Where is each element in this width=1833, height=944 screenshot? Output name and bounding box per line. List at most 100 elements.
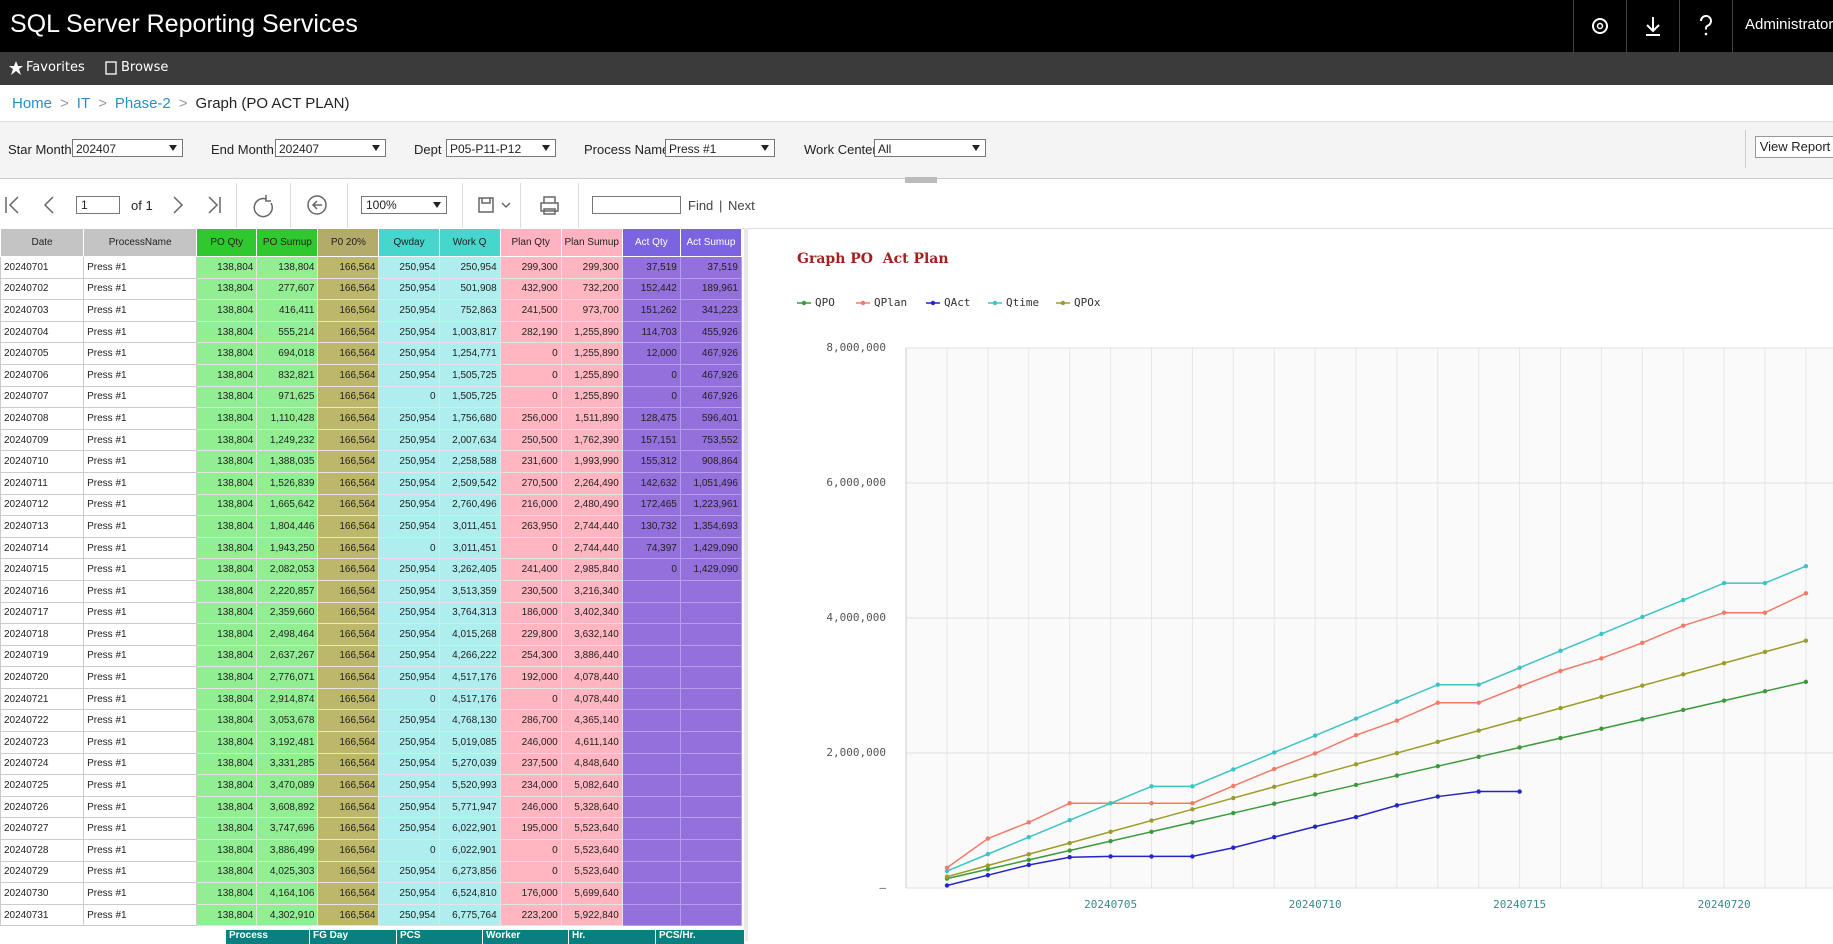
table-cell: 138,804 — [196, 644, 258, 668]
find-link[interactable]: Find — [688, 198, 714, 213]
table-cell: Press #1 — [83, 882, 198, 905]
param-select[interactable]: P05-P11-P12 — [446, 139, 556, 157]
browse-link[interactable]: Browse — [121, 60, 169, 75]
legend-label: QPO — [815, 296, 835, 309]
table-cell: 250,954 — [378, 579, 440, 603]
table-cell: 166,564 — [317, 903, 380, 927]
zoom-select[interactable]: 100% — [361, 196, 447, 214]
data-point — [1762, 649, 1768, 655]
param-select[interactable]: Press #1 — [665, 139, 775, 157]
table-cell: 2,264,490 — [560, 471, 623, 495]
table-cell: 2,480,490 — [560, 493, 623, 517]
param-select[interactable]: 202407 — [275, 139, 386, 157]
table-cell: 4,078,440 — [560, 687, 623, 711]
table-cell — [679, 687, 743, 711]
splitter[interactable] — [905, 177, 937, 183]
data-point — [1435, 700, 1440, 705]
param-select[interactable]: 202407 — [72, 139, 183, 157]
user-menu[interactable]: Administrator — [1745, 16, 1833, 33]
data-point — [1231, 845, 1236, 850]
table-cell: 20240704 — [0, 320, 85, 344]
table-cell: 20240709 — [0, 428, 85, 452]
data-point — [1353, 732, 1359, 738]
data-point — [1762, 580, 1768, 586]
favorites-link[interactable]: Favorites — [26, 60, 85, 75]
table-cell: 128,475 — [621, 407, 681, 430]
table-cell: 20240708 — [0, 407, 85, 430]
find-separator: | — [719, 198, 723, 213]
column-header: Plan Qty — [499, 228, 562, 257]
table-row: 20240714 Press #1 138,804 1,943,250 166,564 0… — [0, 536, 743, 560]
crumb-link[interactable]: IT — [76, 95, 91, 112]
table-cell: Press #1 — [83, 256, 198, 279]
help-button[interactable] — [1679, 0, 1732, 52]
table-cell: 20240718 — [0, 623, 85, 646]
table-cell: 166,564 — [317, 363, 380, 387]
table-cell: 230,500 — [499, 579, 562, 603]
crumb-link[interactable]: Home — [12, 95, 53, 112]
table-cell: 1,249,232 — [256, 428, 319, 452]
table-cell: 20240713 — [0, 515, 85, 538]
table-cell: 250,954 — [378, 666, 440, 689]
table-cell: 2,359,660 — [256, 601, 319, 625]
table-cell: 138,804 — [196, 299, 258, 322]
x-tick-label: 20240720 — [1698, 898, 1751, 911]
page-count: of 1 — [131, 198, 153, 213]
table-row: 20240706 Press #1 138,804 832,821 166,564 250… — [0, 363, 743, 387]
view-report-button[interactable]: View Report — [1755, 136, 1833, 158]
table-cell: Press #1 — [83, 428, 198, 452]
table-cell: 172,465 — [621, 493, 681, 517]
crumb-link[interactable]: Phase-2 — [114, 95, 171, 112]
table-cell: Press #1 — [83, 623, 198, 646]
column-header: P0 20% — [317, 228, 380, 257]
data-point — [1558, 648, 1563, 654]
data-point — [1558, 735, 1563, 741]
data-point — [1640, 640, 1645, 646]
table-cell: 6,022,901 — [438, 839, 501, 862]
table-cell: 3,216,340 — [560, 579, 623, 603]
table-cell — [679, 817, 743, 841]
data-point — [1476, 728, 1481, 733]
download-button[interactable] — [1626, 0, 1679, 52]
table-cell: 250,954 — [378, 817, 440, 841]
data-point — [1681, 707, 1686, 713]
data-point — [1272, 766, 1277, 772]
table-cell: 0 — [378, 385, 440, 409]
param-select[interactable]: All — [874, 139, 986, 157]
table-cell: 138,804 — [196, 536, 258, 560]
table-cell: 250,954 — [378, 903, 440, 927]
table-cell: 138,804 — [196, 450, 258, 473]
table-cell: 166,564 — [317, 471, 380, 495]
table-cell: 166,564 — [317, 320, 380, 344]
settings-button[interactable] — [1573, 0, 1626, 52]
table-cell: 2,498,464 — [256, 623, 319, 646]
table-cell — [679, 795, 743, 819]
column-header: Act Sumup — [679, 228, 743, 257]
data-point — [1149, 854, 1154, 859]
table-cell: 138,804 — [196, 903, 258, 927]
table-cell: 250,954 — [378, 709, 440, 733]
table-cell: 2,007,634 — [438, 428, 501, 452]
data-point — [1353, 782, 1359, 788]
table-cell: 4,611,140 — [560, 731, 623, 754]
table-cell: 5,699,640 — [560, 882, 623, 905]
table-row: 20240703 Press #1 138,804 416,411 166,564 250… — [0, 299, 743, 322]
next-link[interactable]: Next — [728, 198, 755, 213]
table-cell: 142,632 — [621, 471, 681, 495]
table-cell: 1,354,693 — [679, 515, 743, 538]
table-cell: Press #1 — [83, 450, 198, 473]
table-cell: 20240726 — [0, 795, 85, 819]
table-cell: 3,262,405 — [438, 558, 501, 581]
table-cell: 166,564 — [317, 277, 380, 301]
table-cell — [621, 860, 681, 884]
data-point — [944, 868, 950, 874]
data-point — [1517, 684, 1522, 689]
data-point — [1149, 818, 1154, 823]
find-input[interactable] — [592, 196, 681, 214]
table-cell: 0 — [499, 363, 562, 387]
table-row: 20240715 Press #1 138,804 2,082,053 166,564 2… — [0, 558, 743, 581]
table-cell — [621, 623, 681, 646]
crumb-current: Graph (PO ACT PLAN) — [195, 95, 350, 112]
table-cell — [679, 601, 743, 625]
page-input[interactable]: 1 — [76, 196, 120, 214]
